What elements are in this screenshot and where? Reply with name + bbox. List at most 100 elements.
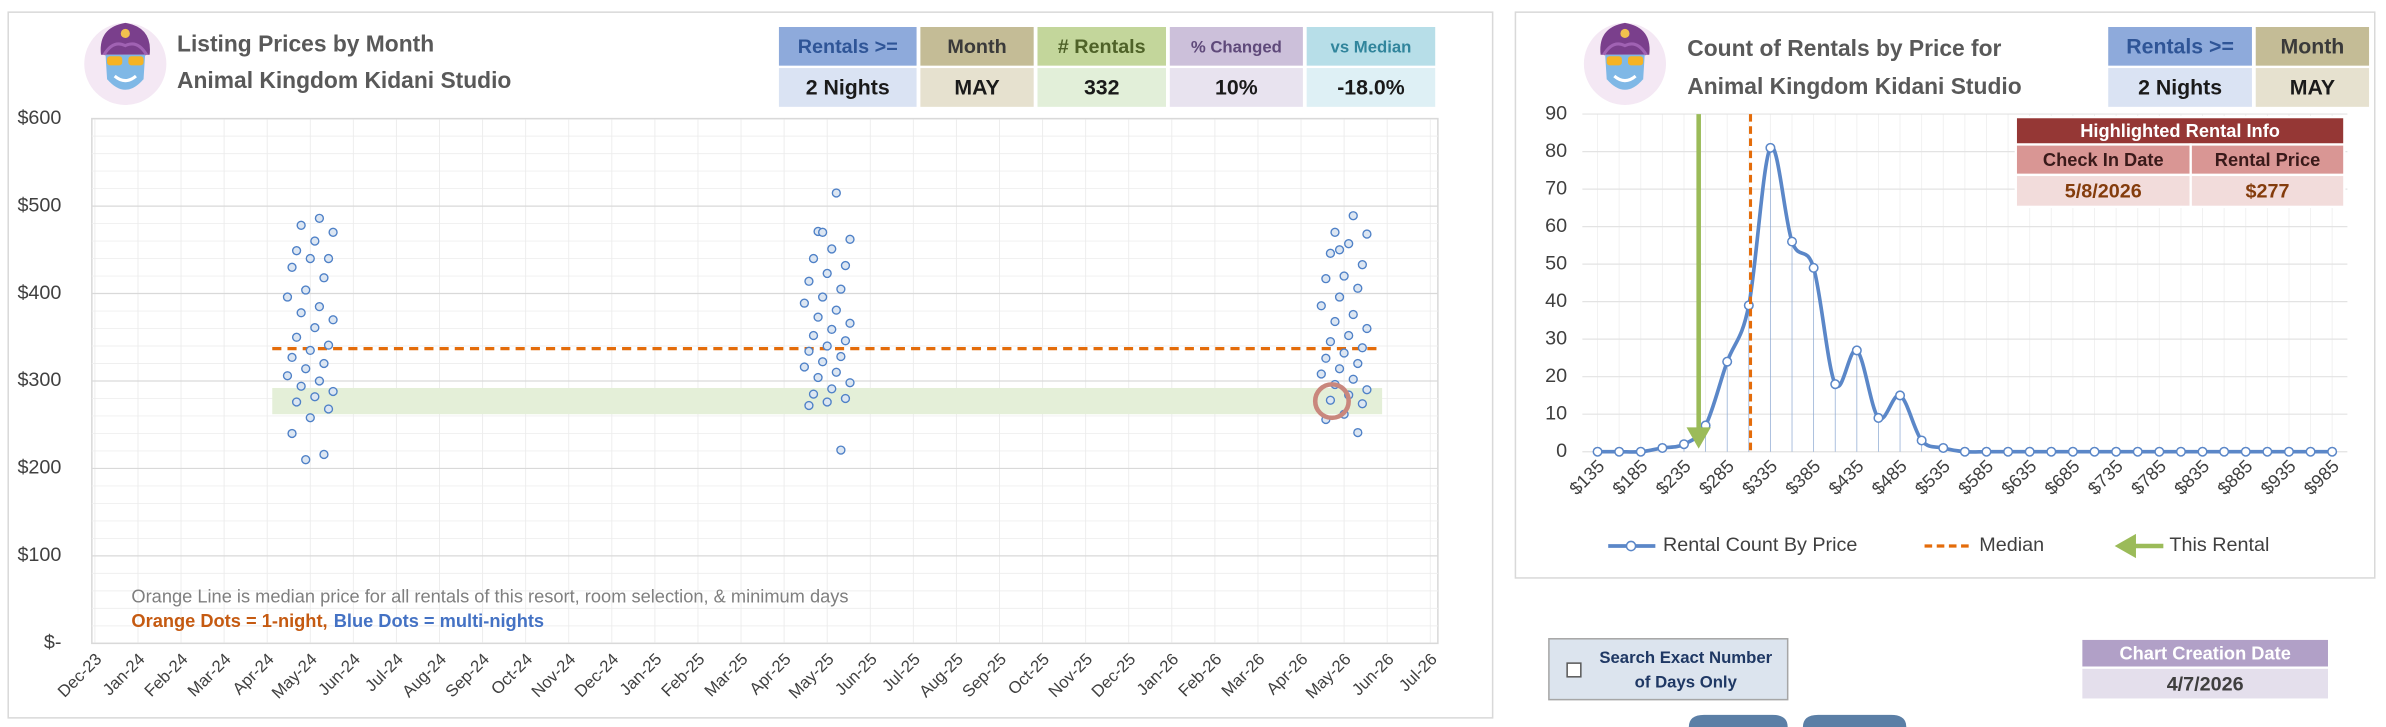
price-dot [1348, 211, 1358, 221]
y-tick-label: 0 [1556, 440, 1567, 462]
price-dot [291, 397, 302, 407]
price-dot [804, 346, 814, 356]
count-marker [2283, 446, 2294, 457]
price-dot [1325, 336, 1336, 347]
info-value-cell [1035, 65, 1169, 110]
checkbox-panel[interactable] [1548, 638, 1789, 701]
info-value-cell [1304, 65, 1438, 110]
price-dot [1330, 227, 1340, 237]
count-marker [2089, 446, 2100, 457]
count-marker [2305, 446, 2316, 457]
annotation: Blue Dots = multi-nights [334, 610, 544, 631]
price-dot [1344, 239, 1354, 249]
chart-title: Count of Rentals by Price for [1687, 35, 2001, 61]
price-dot [291, 246, 302, 256]
info-value-cell [2105, 65, 2255, 110]
price-dot [1321, 274, 1331, 284]
price-dot [808, 253, 819, 264]
avatar-icon [1582, 21, 1668, 107]
price-dot [836, 284, 846, 294]
price-dot [840, 393, 851, 404]
price-dot [310, 392, 320, 402]
price-dot [1353, 358, 1363, 369]
price-dot [822, 397, 832, 407]
count-marker [1614, 446, 1625, 457]
price-dot [822, 341, 832, 351]
price-dot [836, 445, 846, 455]
avatar-icon [82, 21, 168, 107]
price-dot [1325, 395, 1336, 405]
info-header: Rentals >= [2126, 35, 2234, 59]
price-dot [296, 220, 306, 230]
price-dot [301, 455, 311, 465]
price-dot [1357, 260, 1368, 270]
count-marker [1657, 442, 1668, 453]
price-dot [287, 428, 297, 439]
price-dot [813, 312, 823, 322]
creation-date-label-cell [2080, 637, 2331, 669]
price-dot [287, 262, 297, 272]
checkbox-label: Search Exact Number [1599, 648, 1772, 667]
highlight-header-cell [2189, 143, 2346, 177]
price-dot [817, 227, 828, 237]
count-marker [1895, 390, 1906, 401]
info-value-cell [1167, 65, 1306, 110]
info-value: 2 Nights [2138, 76, 2222, 100]
price-dot [845, 234, 855, 244]
creation-date-value-cell [2080, 666, 2331, 701]
y-tick-label: 90 [1545, 102, 1567, 124]
y-tick-label: 10 [1545, 402, 1567, 424]
price-dot [1321, 353, 1331, 363]
count-marker [1765, 142, 1776, 153]
partial-buttons[interactable] [1688, 714, 1907, 727]
price-dot [305, 253, 315, 264]
highlight-value-cell [2189, 173, 2346, 208]
count-marker [1635, 446, 1646, 457]
highlight-value: $277 [2246, 181, 2290, 203]
count-marker [1938, 442, 1949, 453]
count-marker [2154, 446, 2165, 457]
count-marker [1851, 345, 1862, 356]
this-rental-arrow [1686, 427, 1711, 449]
y-tick-label: 80 [1545, 140, 1567, 162]
creation-date-label: Chart Creation Date [2119, 643, 2290, 664]
count-marker [1722, 356, 1733, 367]
info-value: MAY [2290, 76, 2335, 100]
count-marker [2175, 446, 2186, 457]
y-tick-label: $600 [17, 107, 61, 129]
count-marker [1786, 236, 1798, 247]
count-marker [2327, 446, 2338, 457]
y-tick-label: $200 [17, 457, 61, 479]
price-dot [305, 345, 315, 356]
price-dot [1362, 323, 1372, 334]
price-dot [822, 268, 832, 279]
checkbox[interactable] [1566, 662, 1582, 678]
price-dot [328, 315, 338, 325]
creation-date-value: 4/7/2026 [2167, 673, 2244, 695]
count-marker [2046, 446, 2057, 457]
price-dot [1362, 229, 1372, 239]
price-dot [827, 244, 837, 254]
count-marker [1830, 379, 1841, 390]
info-header: # Rentals [1058, 36, 1146, 58]
y-tick-label: 50 [1545, 252, 1567, 274]
price-dot [808, 330, 819, 341]
y-tick-label: $500 [17, 194, 61, 216]
y-tick-label: $300 [17, 369, 61, 391]
price-dot [836, 351, 846, 362]
price-dot [323, 340, 334, 350]
price-dot [319, 449, 329, 460]
count-marker [1678, 439, 1690, 450]
count-marker [2024, 446, 2035, 457]
count-marker [2111, 446, 2122, 457]
info-value: 332 [1084, 76, 1120, 100]
y-tick-label: 70 [1545, 177, 1567, 199]
y-tick-label: 30 [1545, 327, 1567, 349]
info-header: Rentals >= [798, 36, 898, 58]
annotation: Orange Line is median price for all rent… [131, 586, 848, 607]
price-dot [845, 378, 855, 388]
highlight-value: 5/8/2026 [2065, 181, 2142, 203]
price-dot [1353, 283, 1363, 293]
price-dot [813, 372, 823, 383]
